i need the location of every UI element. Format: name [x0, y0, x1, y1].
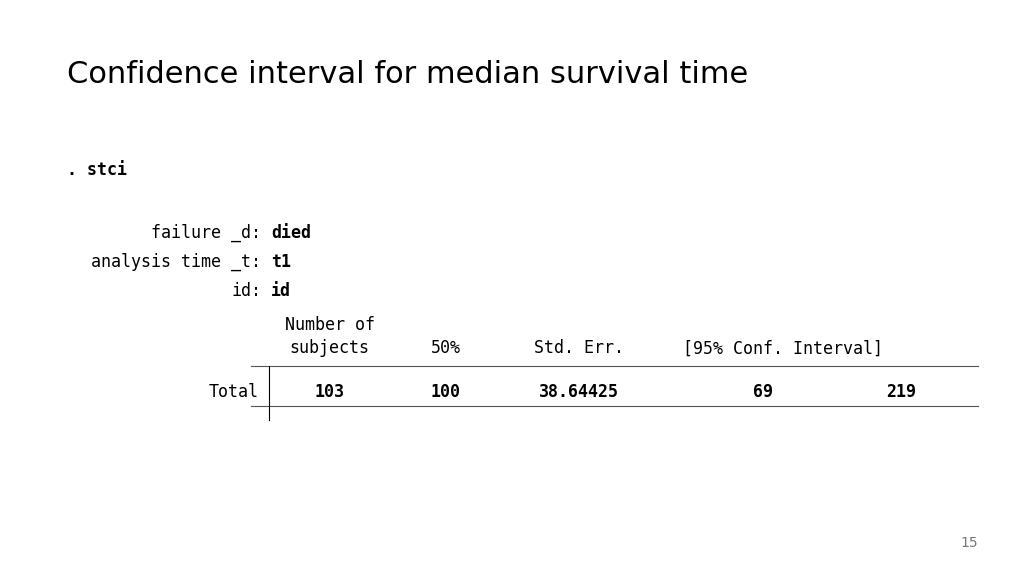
Text: failure _d:: failure _d: — [152, 224, 261, 242]
Text: 15: 15 — [961, 536, 978, 550]
Text: 219: 219 — [886, 382, 916, 401]
Text: Number of: Number of — [285, 316, 375, 335]
Text: id: id — [271, 282, 292, 300]
Text: t1: t1 — [271, 253, 292, 271]
Text: subjects: subjects — [290, 339, 370, 358]
Text: 38.64425: 38.64425 — [539, 382, 618, 401]
Text: 100: 100 — [430, 382, 461, 401]
Text: . stci: . stci — [67, 161, 127, 179]
Text: Confidence interval for median survival time: Confidence interval for median survival … — [67, 60, 748, 89]
Text: 103: 103 — [314, 382, 345, 401]
Text: id:: id: — [231, 282, 261, 300]
Text: Total: Total — [209, 382, 259, 401]
Text: Std. Err.: Std. Err. — [534, 339, 624, 358]
Text: analysis time _t:: analysis time _t: — [91, 253, 261, 271]
Text: [95% Conf. Interval]: [95% Conf. Interval] — [683, 339, 884, 358]
Text: 69: 69 — [753, 382, 773, 401]
Text: 50%: 50% — [430, 339, 461, 358]
Text: died: died — [271, 224, 311, 242]
